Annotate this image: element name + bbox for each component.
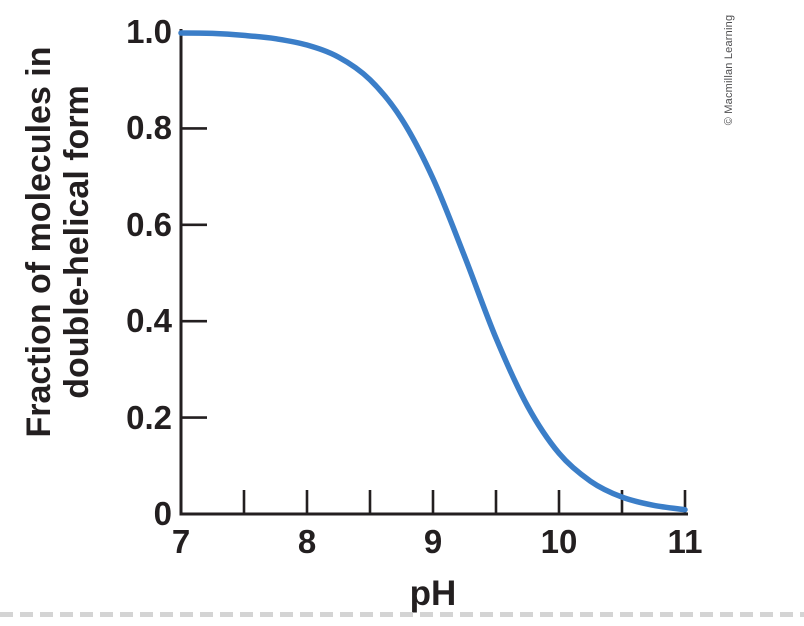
x-tick-label: 10 bbox=[540, 523, 578, 560]
x-tick-label: 9 bbox=[423, 523, 443, 560]
x-tick-label: 7 bbox=[171, 523, 191, 560]
y-tick-label: 0.8 bbox=[126, 109, 172, 147]
y-tick-label: 0.2 bbox=[126, 398, 172, 436]
x-tick-label: 8 bbox=[297, 523, 317, 560]
data-curve bbox=[178, 30, 688, 513]
x-tick-label: 11 bbox=[667, 523, 703, 560]
axes bbox=[179, 29, 688, 516]
bottom-dashed-edge bbox=[0, 612, 804, 617]
y-axis-title-line1: Fraction of molecules in bbox=[20, 46, 58, 438]
y-tick-label: 1.0 bbox=[126, 13, 172, 50]
y-tick-label: 0 bbox=[153, 495, 172, 532]
y-tick-label: 0.4 bbox=[126, 302, 172, 340]
copyright-credit: © Macmillan Learning bbox=[723, 14, 735, 126]
y-tick-label: 0.6 bbox=[126, 205, 172, 243]
x-axis-title: pH bbox=[409, 574, 457, 613]
